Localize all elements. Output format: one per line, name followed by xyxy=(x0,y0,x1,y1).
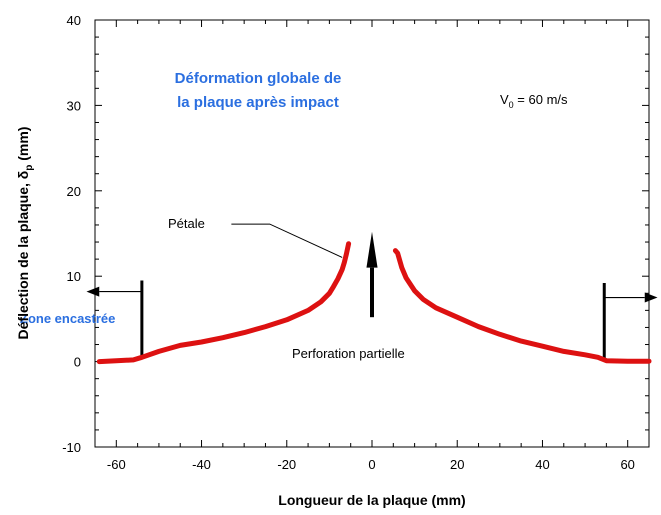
y-tick-label: 0 xyxy=(74,355,81,370)
chart-title-line2: la plaque après impact xyxy=(177,94,339,111)
petale-label: Pétale xyxy=(168,216,205,231)
y-tick-label: 30 xyxy=(67,98,81,113)
y-axis-title: Déflection de la plaque, δp (mm) xyxy=(15,127,35,340)
impact-arrowhead-icon xyxy=(366,231,378,268)
right-arrowhead-icon xyxy=(644,292,658,303)
y-axis-title-main: Déflection de la plaque, δ xyxy=(15,171,31,340)
axis-ticks xyxy=(94,19,650,448)
perforation-label: Perforation partielle xyxy=(292,346,405,361)
chart-title-line1: Déformation globale de xyxy=(175,70,342,87)
tick-labels: -60 -40 -20 0 20 40 60 -10 0 10 20 30 40 xyxy=(62,13,635,472)
y-tick-label: 20 xyxy=(67,184,81,199)
velocity-symbol: V xyxy=(500,92,509,107)
deflection-curve-left xyxy=(96,241,352,365)
velocity-value: = 60 m/s xyxy=(514,92,568,107)
velocity-subscript: 0 xyxy=(509,100,514,110)
y-tick-label: 10 xyxy=(67,269,81,284)
y-tick-label: 40 xyxy=(67,13,81,28)
x-tick-label: -60 xyxy=(107,457,126,472)
y-axis-title-sub: p xyxy=(24,165,35,171)
x-tick-label: 0 xyxy=(368,457,375,472)
x-tick-label: 40 xyxy=(535,457,549,472)
x-tick-label: -20 xyxy=(277,457,296,472)
velocity-label: V0 = 60 m/s xyxy=(500,92,568,110)
x-tick-label: -40 xyxy=(192,457,211,472)
zone-label: Zone encastrée xyxy=(20,311,115,326)
petale-leader-line xyxy=(231,223,343,258)
x-tick-label: 20 xyxy=(450,457,464,472)
deflection-curve-right xyxy=(392,248,652,364)
x-tick-label: 60 xyxy=(620,457,634,472)
y-axis-title-unit: (mm) xyxy=(15,127,31,165)
x-axis-title: Longueur de la plaque (mm) xyxy=(278,492,465,508)
y-tick-label: -10 xyxy=(62,440,81,455)
left-arrowhead-icon xyxy=(86,286,100,297)
